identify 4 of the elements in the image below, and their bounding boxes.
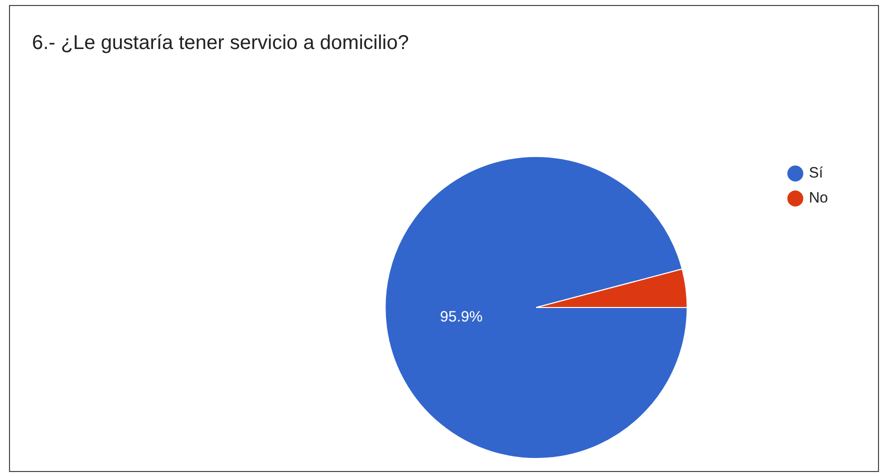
legend-label: Sí [808,164,824,182]
legend-label: No [808,190,828,207]
data-label: 95.9% [440,308,483,326]
text: 6.- ¿Le gustaría tener servicio a domicilio? [32,32,409,55]
